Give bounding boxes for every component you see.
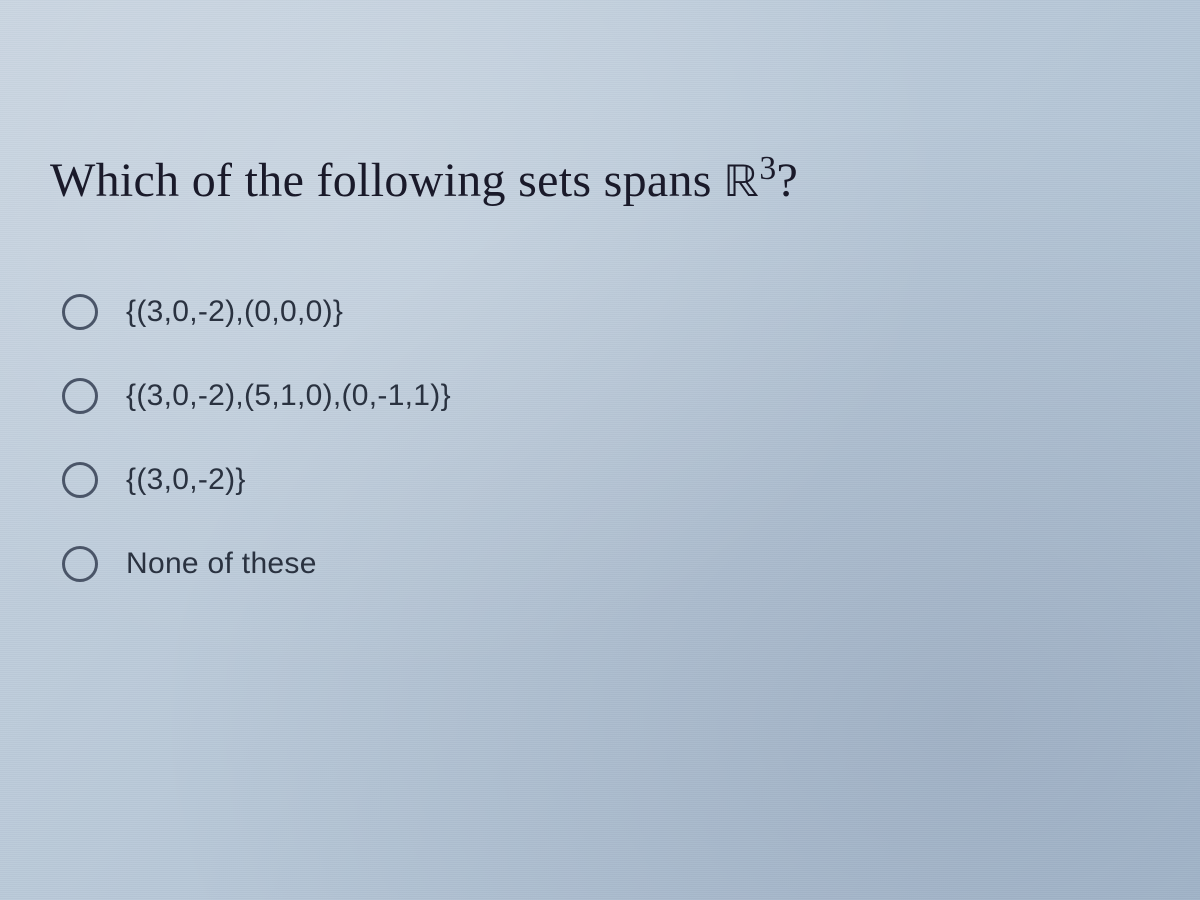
option-label: {(3,0,-2),(0,0,0)} (126, 295, 343, 329)
options-list: {(3,0,-2),(0,0,0)} {(3,0,-2),(5,1,0),(0,… (50, 294, 1150, 582)
option-1[interactable]: {(3,0,-2),(0,0,0)} (62, 294, 1150, 330)
question-container: Which of the following sets spans ℝ3? {(… (50, 60, 1150, 582)
radio-icon[interactable] (62, 378, 98, 414)
exponent: 3 (759, 150, 776, 187)
real-symbol: ℝ (724, 160, 759, 208)
radio-icon[interactable] (62, 462, 98, 498)
radio-icon[interactable] (62, 294, 98, 330)
question-prefix: Which of the following sets spans (50, 154, 724, 207)
radio-icon[interactable] (62, 546, 98, 582)
option-label: {(3,0,-2),(5,1,0),(0,-1,1)} (126, 379, 451, 413)
option-3[interactable]: {(3,0,-2)} (62, 462, 1150, 498)
option-4[interactable]: None of these (62, 546, 1150, 582)
option-label: {(3,0,-2)} (126, 463, 246, 497)
question-suffix: ? (776, 154, 798, 207)
question-text: Which of the following sets spans ℝ3? (50, 150, 1150, 214)
option-label: None of these (126, 547, 317, 581)
option-2[interactable]: {(3,0,-2),(5,1,0),(0,-1,1)} (62, 378, 1150, 414)
